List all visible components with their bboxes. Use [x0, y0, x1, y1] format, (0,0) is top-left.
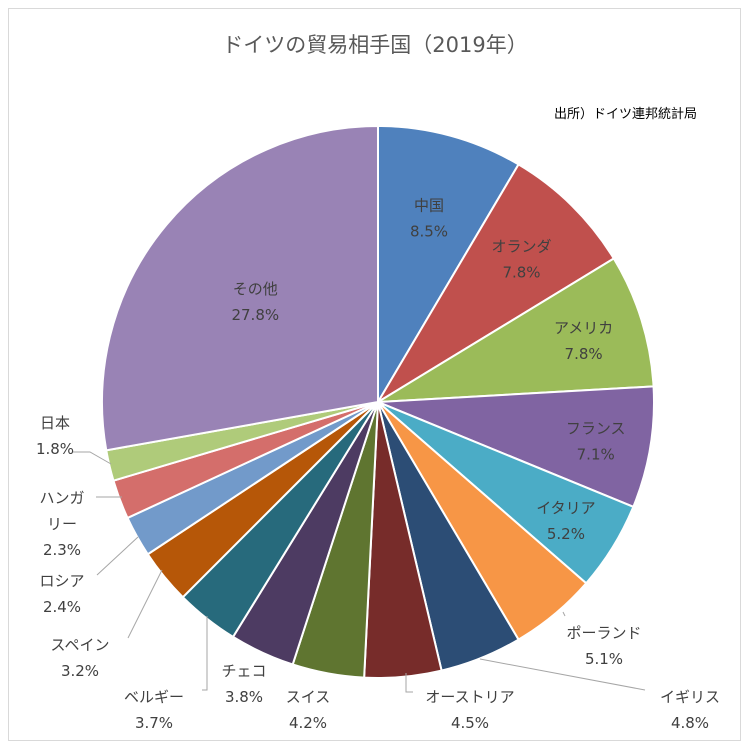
slice-15[interactable]	[101, 124, 379, 452]
slice-0[interactable]	[377, 124, 520, 406]
slice-9-label: チェコ	[221, 662, 266, 680]
slice-5-label: ポーランド	[566, 624, 641, 642]
slice-2[interactable]	[377, 257, 655, 403]
slice-12-value-label: 2.4%	[43, 598, 81, 616]
slice-14-label: 日本	[40, 414, 70, 432]
slice-9-value-label: 3.8%	[225, 688, 263, 706]
slice-7-label: オーストリア	[425, 688, 514, 706]
slice-13-label-line-2: リー	[47, 515, 77, 533]
slice-3-label: フランス	[566, 420, 626, 438]
slice-7-value-label: 4.5%	[451, 714, 489, 732]
chart-source: 出所）ドイツ連邦統計局	[554, 106, 697, 122]
slice-6-label: イギリス	[660, 688, 720, 706]
slice-5-value-label: 5.1%	[585, 650, 623, 668]
slice-1[interactable]	[377, 163, 616, 403]
slice-0-label: 中国	[414, 197, 444, 215]
slice-3-value-label: 7.1%	[577, 446, 615, 464]
slice-13-label-line-1: ハンガ	[39, 489, 84, 507]
slice-15-value-label: 27.8%	[231, 306, 279, 324]
slice-14-value-label: 1.8%	[36, 440, 74, 458]
slice-12-leader-line	[96, 536, 139, 576]
slice-4-label: イタリア	[536, 499, 595, 517]
slice-13-value-label: 2.3%	[43, 541, 81, 559]
slice-10-leader-line	[202, 616, 208, 691]
slice-4-value-label: 5.2%	[547, 525, 585, 543]
slice-11-value-label: 3.2%	[61, 662, 99, 680]
slice-5-leader-line	[562, 611, 566, 617]
slice-2-value-label: 7.8%	[565, 345, 603, 363]
slice-12-label: ロシア	[39, 572, 84, 590]
slice-3[interactable]	[377, 385, 655, 509]
slice-10-label: ベルギー	[124, 688, 184, 706]
slice-15-label: その他	[233, 280, 278, 298]
slice-1-value-label: 7.8%	[502, 264, 540, 282]
slice-8-value-label: 4.2%	[289, 714, 327, 732]
slice-0-value-label: 8.5%	[410, 223, 448, 241]
slice-6-value-label: 4.8%	[671, 714, 709, 732]
slice-7-leader-line	[405, 673, 413, 693]
slice-10-value-label: 3.7%	[135, 714, 173, 732]
slice-2-label: アメリカ	[554, 319, 613, 337]
slice-11-leader-line	[127, 569, 163, 639]
slice-11-label: スペイン	[51, 636, 110, 654]
slice-6-leader-line	[479, 658, 646, 691]
chart-title: ドイツの貿易相手国（2019年）	[222, 33, 527, 57]
slice-8-label: スイス	[286, 688, 331, 706]
slice-14-leader-line	[72, 451, 112, 465]
slice-1-label: オランダ	[491, 238, 551, 256]
